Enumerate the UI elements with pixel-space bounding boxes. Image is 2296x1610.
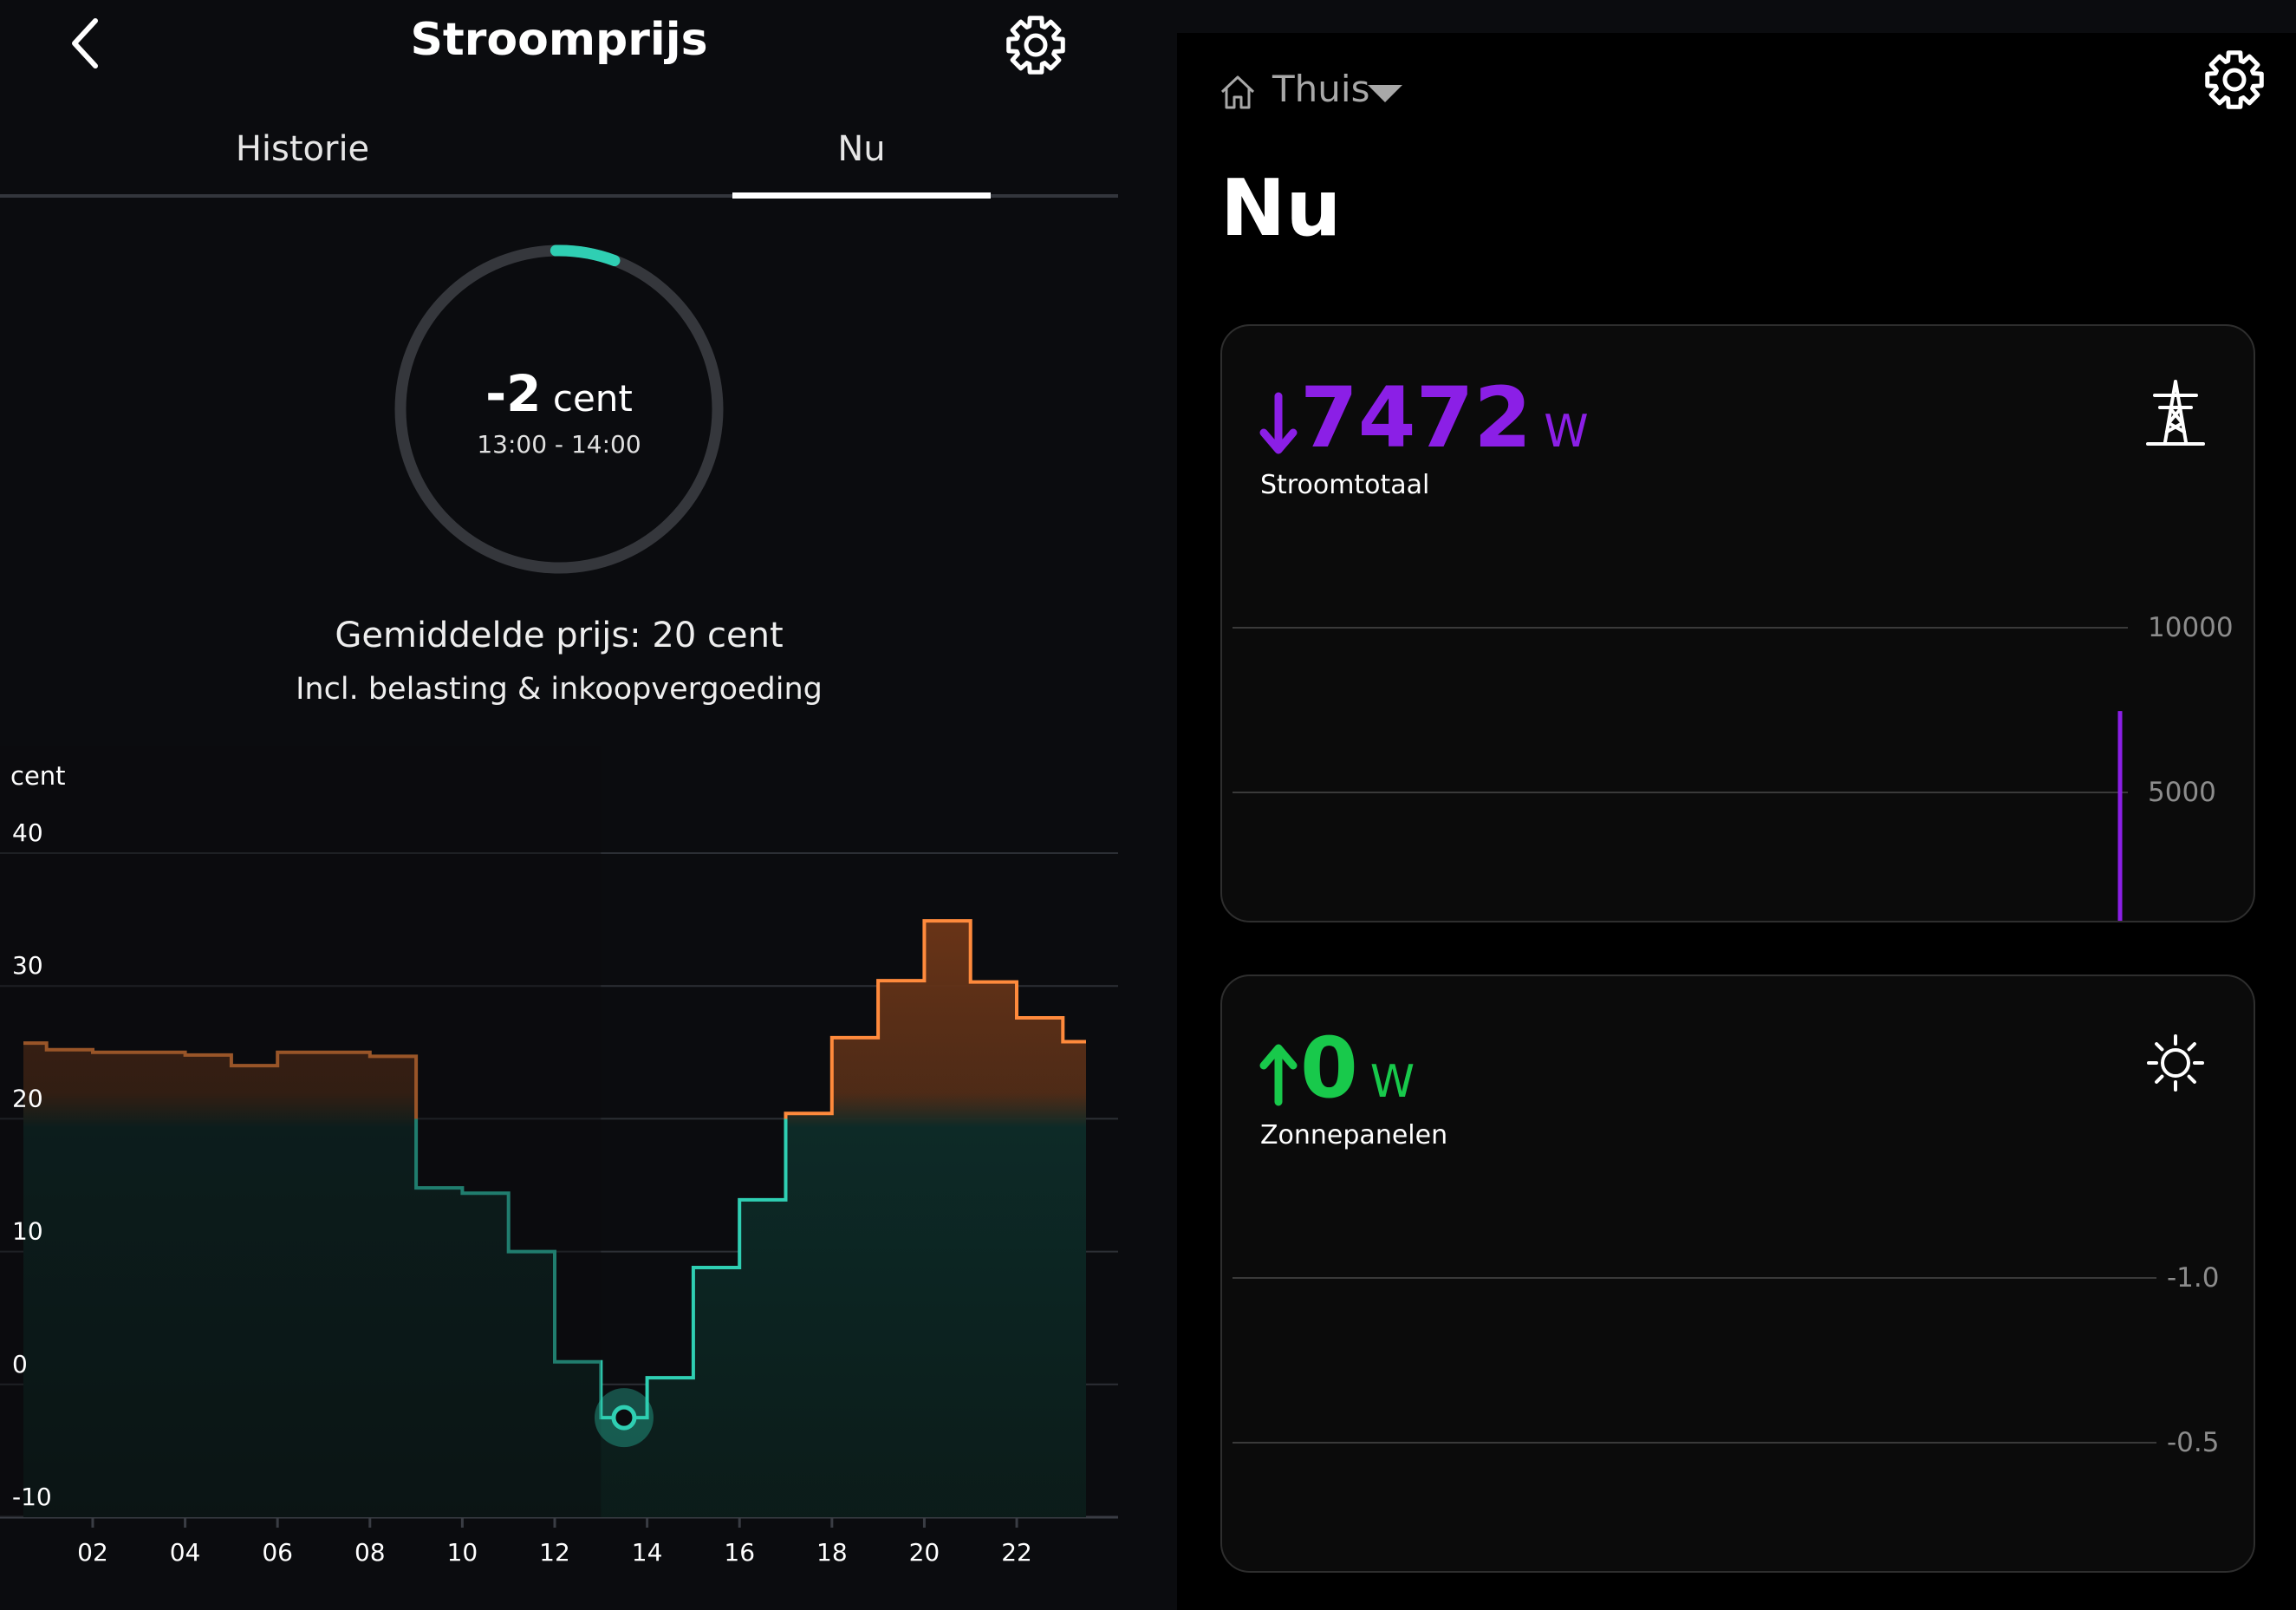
y-tick-label: 10 [12, 1217, 43, 1246]
y-axis-label: cent [10, 761, 66, 791]
arrow-up-icon [1259, 1044, 1298, 1106]
price-note: Incl. belasting & inkoopvergoeding [296, 672, 823, 707]
x-tick-label: 02 [77, 1538, 108, 1567]
location-selector[interactable]: Thuis [1272, 68, 1370, 110]
average-price: Gemiddelde prijs: 20 cent [335, 616, 784, 655]
tab-bar: Historie Nu [0, 121, 1118, 199]
page-title: Stroomprijs [410, 14, 708, 66]
price-chart[interactable]: 40 30 20 10 0 -10 cent 02 04 06 08 10 12 14 16 18 20 22 [0, 746, 1127, 1578]
current-price: -2 cent [394, 364, 724, 423]
current-price-arc [550, 244, 621, 267]
x-tick-label: 08 [354, 1538, 386, 1567]
grid-power-label: Stroomtotaal [1260, 470, 1430, 500]
tab-divider [0, 194, 1118, 198]
y-tick-label: -10 [12, 1483, 52, 1511]
solar-power-value: 0 [1300, 1020, 1358, 1117]
active-tab-indicator [732, 192, 991, 199]
tab-historie[interactable]: Historie [235, 129, 370, 169]
grid-power-unit: W [1544, 406, 1589, 458]
x-tick-label: 14 [632, 1538, 663, 1567]
y-tick-label: 10000 [2148, 612, 2234, 643]
solar-power-unit: W [1369, 1056, 1415, 1108]
x-tick-label: 04 [170, 1538, 201, 1567]
grid-power-value-wrap: 7472 W [1257, 369, 1589, 466]
chevron-down-icon[interactable] [1368, 85, 1402, 102]
price-area [23, 921, 1086, 1517]
x-tick-label: 18 [816, 1538, 848, 1567]
gear-icon[interactable] [1001, 10, 1070, 80]
sun-icon [2147, 1034, 2204, 1092]
electricity-price-panel: Stroomprijs Historie Nu -2 cent 13:00 - … [0, 10, 1127, 1578]
current-price-unit: cent [552, 377, 633, 420]
y-tick-label: 20 [12, 1084, 43, 1112]
x-tick-label: 06 [262, 1538, 293, 1567]
y-tick-label: 30 [12, 951, 43, 980]
x-tick-label: 20 [909, 1538, 940, 1567]
y-tick-label: 0 [12, 1350, 28, 1379]
y-tick-label: -1.0 [2167, 1262, 2220, 1294]
power-pylon-icon [2146, 380, 2205, 446]
solar-power-label: Zonnepanelen [1260, 1120, 1448, 1150]
y-tick-label: -0.5 [2167, 1427, 2220, 1458]
current-price-marker[interactable] [611, 1405, 637, 1431]
x-tick-label: 16 [724, 1538, 755, 1567]
grid-power-value: 7472 [1300, 369, 1532, 466]
gear-icon[interactable] [2200, 45, 2269, 114]
current-price-time: 13:00 - 14:00 [477, 430, 641, 459]
page-title: Nu [1220, 163, 1342, 254]
tab-nu[interactable]: Nu [837, 129, 886, 169]
past-hours-overlay [0, 746, 602, 1517]
now-panel: Thuis Nu 7472 W Stroomtotaal 10000 5000 0 [1177, 33, 2296, 1610]
price-line [23, 919, 1086, 1420]
chevron-left-icon[interactable] [61, 16, 109, 71]
solar-power-chart: -1.0-0.50 [1233, 1262, 2220, 1458]
current-price-ring [394, 244, 724, 574]
y-tick-label: 5000 [2148, 777, 2216, 808]
x-tick-label: 22 [1001, 1538, 1032, 1567]
x-tick-label: 12 [539, 1538, 570, 1567]
home-icon [1220, 75, 1255, 109]
solar-power-card[interactable]: 0W Zonnepanelen -1.0 -0.5 0 [1220, 974, 2255, 1573]
current-price-value: -2 [485, 364, 542, 423]
y-tick-label: 40 [12, 818, 43, 847]
arrow-down-icon [1259, 392, 1298, 454]
x-tick-label: 10 [447, 1538, 478, 1567]
